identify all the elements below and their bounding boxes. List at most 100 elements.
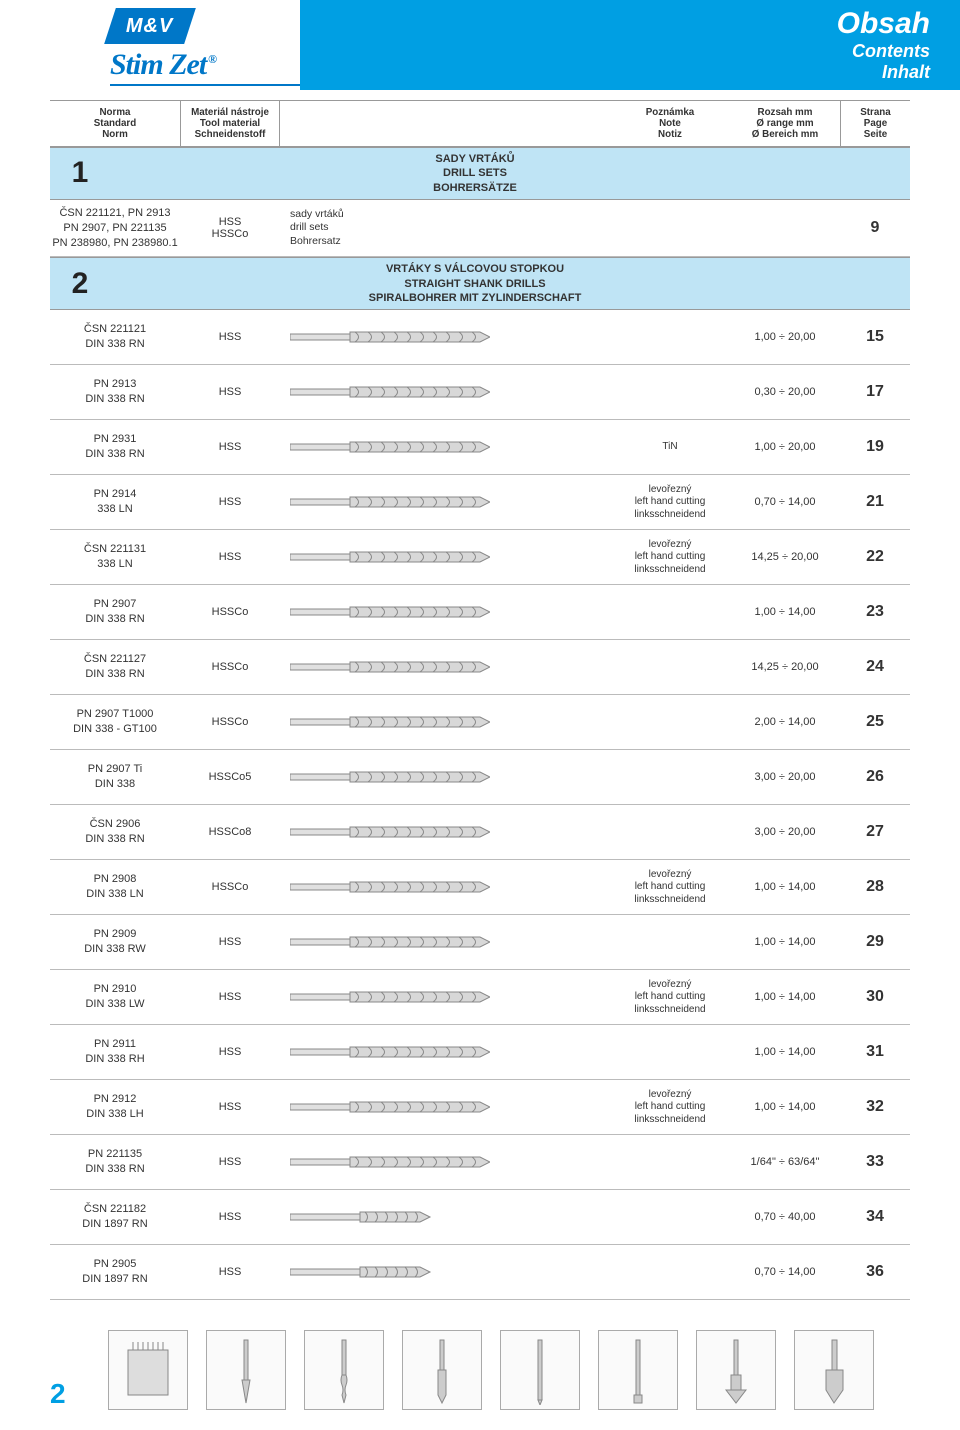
drill-icon (290, 711, 490, 733)
cell-range: 0,70 ÷ 40,00 (730, 1211, 840, 1223)
cell-page: 29 (840, 933, 910, 951)
table-row: ČSN 221121DIN 338 RN HSS 1,00 ÷ 20,00 15 (50, 310, 910, 365)
drill-icon (290, 931, 490, 953)
cell-range: 3,00 ÷ 20,00 (730, 771, 840, 783)
cell-page: 22 (840, 548, 910, 566)
logo-top-text: M&V (126, 15, 173, 38)
head-norm: Norma Standard Norm (50, 101, 180, 146)
cell-norm: PN 2913DIN 338 RN (50, 371, 180, 413)
cell-norm: ČSN 2906DIN 338 RN (50, 811, 180, 853)
cell-norm: PN 2911DIN 338 RH (50, 1031, 180, 1073)
cell-page: 28 (840, 878, 910, 896)
logo-zone: M&V Stim Zet® (0, 0, 300, 90)
drill-icon (290, 601, 490, 623)
table-row: PN 2907DIN 338 RN HSSCo 1,00 ÷ 14,00 23 (50, 585, 910, 640)
cell-image (280, 986, 610, 1008)
head-page: Strana Page Seite (840, 101, 910, 146)
cell-page: 34 (840, 1208, 910, 1226)
cell-range: 1,00 ÷ 14,00 (730, 1101, 840, 1113)
cell-norm: PN 2910DIN 338 LW (50, 976, 180, 1018)
table-row: PN 2913DIN 338 RN HSS 0,30 ÷ 20,00 17 (50, 365, 910, 420)
table-row: PN 221135DIN 338 RN HSS 1/64" ÷ 63/64" 3… (50, 1135, 910, 1190)
cell-range: 1,00 ÷ 14,00 (730, 991, 840, 1003)
cell-note: levořeznýleft hand cuttinglinksschneiden… (610, 979, 730, 1017)
table-row: ČSN 2906DIN 338 RN HSSCo8 3,00 ÷ 20,00 2… (50, 805, 910, 860)
cell-material: HSS (180, 386, 280, 398)
cell-image (280, 491, 610, 513)
table-row: ČSN 221121, PN 2913PN 2907, PN 221135PN … (50, 200, 910, 258)
footer-icon-2 (206, 1330, 286, 1410)
footer-icon-3 (304, 1330, 384, 1410)
cell-range: 0,30 ÷ 20,00 (730, 386, 840, 398)
footer-icon-5 (500, 1330, 580, 1410)
cell-norm: ČSN 221182DIN 1897 RN (50, 1196, 180, 1238)
cell-material: HSS (180, 496, 280, 508)
cell-range: 1,00 ÷ 14,00 (730, 1046, 840, 1058)
cell-page: 26 (840, 768, 910, 786)
cell-range: 3,00 ÷ 20,00 (730, 826, 840, 838)
cell-range: 1,00 ÷ 20,00 (730, 331, 840, 343)
cell-range: 0,70 ÷ 14,00 (730, 496, 840, 508)
table-header: Norma Standard Norm Materiál nástroje To… (50, 100, 910, 147)
footer: 2 (0, 1330, 960, 1430)
cell-page: 21 (840, 493, 910, 511)
cell-material: HSS (180, 1156, 280, 1168)
drill-icon (290, 546, 490, 568)
top-bar: M&V Stim Zet® Obsah Contents Inhalt (0, 0, 960, 90)
cell-page: 25 (840, 713, 910, 731)
cell-material: HSSHSSCo (180, 216, 280, 240)
footer-icon-8 (794, 1330, 874, 1410)
cell-image (280, 546, 610, 568)
cell-material: HSS (180, 1046, 280, 1058)
section-number: 2 (50, 267, 110, 301)
cell-norm: PN 2905DIN 1897 RN (50, 1251, 180, 1293)
head-range: Rozsah mm Ø range mm Ø Bereich mm (730, 101, 840, 146)
head-image (280, 101, 610, 146)
section-title: VRTÁKY S VÁLCOVOU STOPKOUSTRAIGHT SHANK … (110, 258, 840, 309)
cell-page: 32 (840, 1098, 910, 1116)
drill-icon (290, 821, 490, 843)
table-row: ČSN 221131338 LN HSS levořeznýleft hand … (50, 530, 910, 585)
footer-icon-7 (696, 1330, 776, 1410)
drill-icon (290, 1041, 490, 1063)
cell-norm: ČSN 221131338 LN (50, 536, 180, 578)
cell-norm: ČSN 221121, PN 2913PN 2907, PN 221135PN … (50, 200, 180, 257)
cell-page: 33 (840, 1153, 910, 1171)
cell-norm: PN 2914338 LN (50, 481, 180, 523)
cell-norm: PN 2908DIN 338 LN (50, 866, 180, 908)
page-number: 2 (50, 1378, 90, 1410)
cell-image (280, 326, 610, 348)
cell-page: 31 (840, 1043, 910, 1061)
cell-range: 1,00 ÷ 14,00 (730, 881, 840, 893)
section-bar: 2 VRTÁKY S VÁLCOVOU STOPKOUSTRAIGHT SHAN… (50, 257, 910, 310)
table-row: PN 2908DIN 338 LN HSSCo levořeznýleft ha… (50, 860, 910, 915)
cell-range: 1/64" ÷ 63/64" (730, 1156, 840, 1168)
content: Norma Standard Norm Materiál nástroje To… (0, 100, 960, 1300)
cell-norm: PN 2907 TiDIN 338 (50, 756, 180, 798)
cell-material: HSS (180, 331, 280, 343)
section-number: 1 (50, 156, 110, 190)
table-row: PN 2931DIN 338 RN HSS TiN 1,00 ÷ 20,00 1… (50, 420, 910, 475)
cell-material: HSSCo (180, 661, 280, 673)
drill-icon (290, 766, 490, 788)
table-row: PN 2910DIN 338 LW HSS levořeznýleft hand… (50, 970, 910, 1025)
cell-norm: PN 2909DIN 338 RW (50, 921, 180, 963)
cell-image: sady vrtákůdrill setsBohrersatz (280, 208, 610, 249)
cell-image (280, 821, 610, 843)
cell-note: levořeznýleft hand cuttinglinksschneiden… (610, 539, 730, 577)
cell-page: 30 (840, 988, 910, 1006)
cell-image (280, 711, 610, 733)
cell-material: HSS (180, 441, 280, 453)
head-note: Poznámka Note Notiz (610, 101, 730, 146)
cell-image (280, 656, 610, 678)
cell-range: 1,00 ÷ 14,00 (730, 936, 840, 948)
drill-icon (290, 491, 490, 513)
cell-page: 27 (840, 823, 910, 841)
cell-norm: PN 2907 T1000DIN 338 - GT100 (50, 701, 180, 743)
drill-icon (290, 436, 490, 458)
cell-note: levořeznýleft hand cuttinglinksschneiden… (610, 869, 730, 907)
cell-image (280, 1041, 610, 1063)
cell-material: HSS (180, 991, 280, 1003)
drill-icon (290, 326, 490, 348)
logo-bottom: Stim Zet® (110, 48, 300, 86)
